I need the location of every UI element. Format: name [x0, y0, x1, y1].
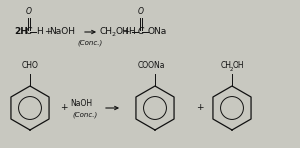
Text: O: O	[138, 7, 144, 16]
Text: +: +	[60, 103, 68, 112]
Text: C: C	[26, 28, 32, 37]
Text: NaOH: NaOH	[70, 99, 92, 107]
Text: +: +	[196, 103, 203, 112]
Text: CH: CH	[100, 28, 113, 37]
Text: O: O	[26, 7, 32, 16]
Text: H: H	[128, 28, 135, 37]
Text: OH: OH	[115, 28, 129, 37]
Text: COONa: COONa	[138, 61, 166, 70]
Text: CHO: CHO	[22, 61, 39, 70]
Text: 2H: 2H	[14, 28, 28, 37]
Text: (Conc.): (Conc.)	[77, 40, 103, 46]
Text: H: H	[36, 28, 43, 37]
Text: C: C	[138, 28, 144, 37]
Text: 2: 2	[230, 67, 233, 72]
Text: +: +	[44, 28, 52, 37]
Text: NaOH: NaOH	[49, 28, 75, 37]
Text: OH: OH	[233, 61, 244, 70]
Text: ONa: ONa	[148, 28, 167, 37]
Text: (Conc.): (Conc.)	[72, 112, 97, 119]
Text: +: +	[122, 28, 130, 37]
Text: CH: CH	[221, 61, 232, 70]
Text: 2: 2	[112, 32, 116, 37]
